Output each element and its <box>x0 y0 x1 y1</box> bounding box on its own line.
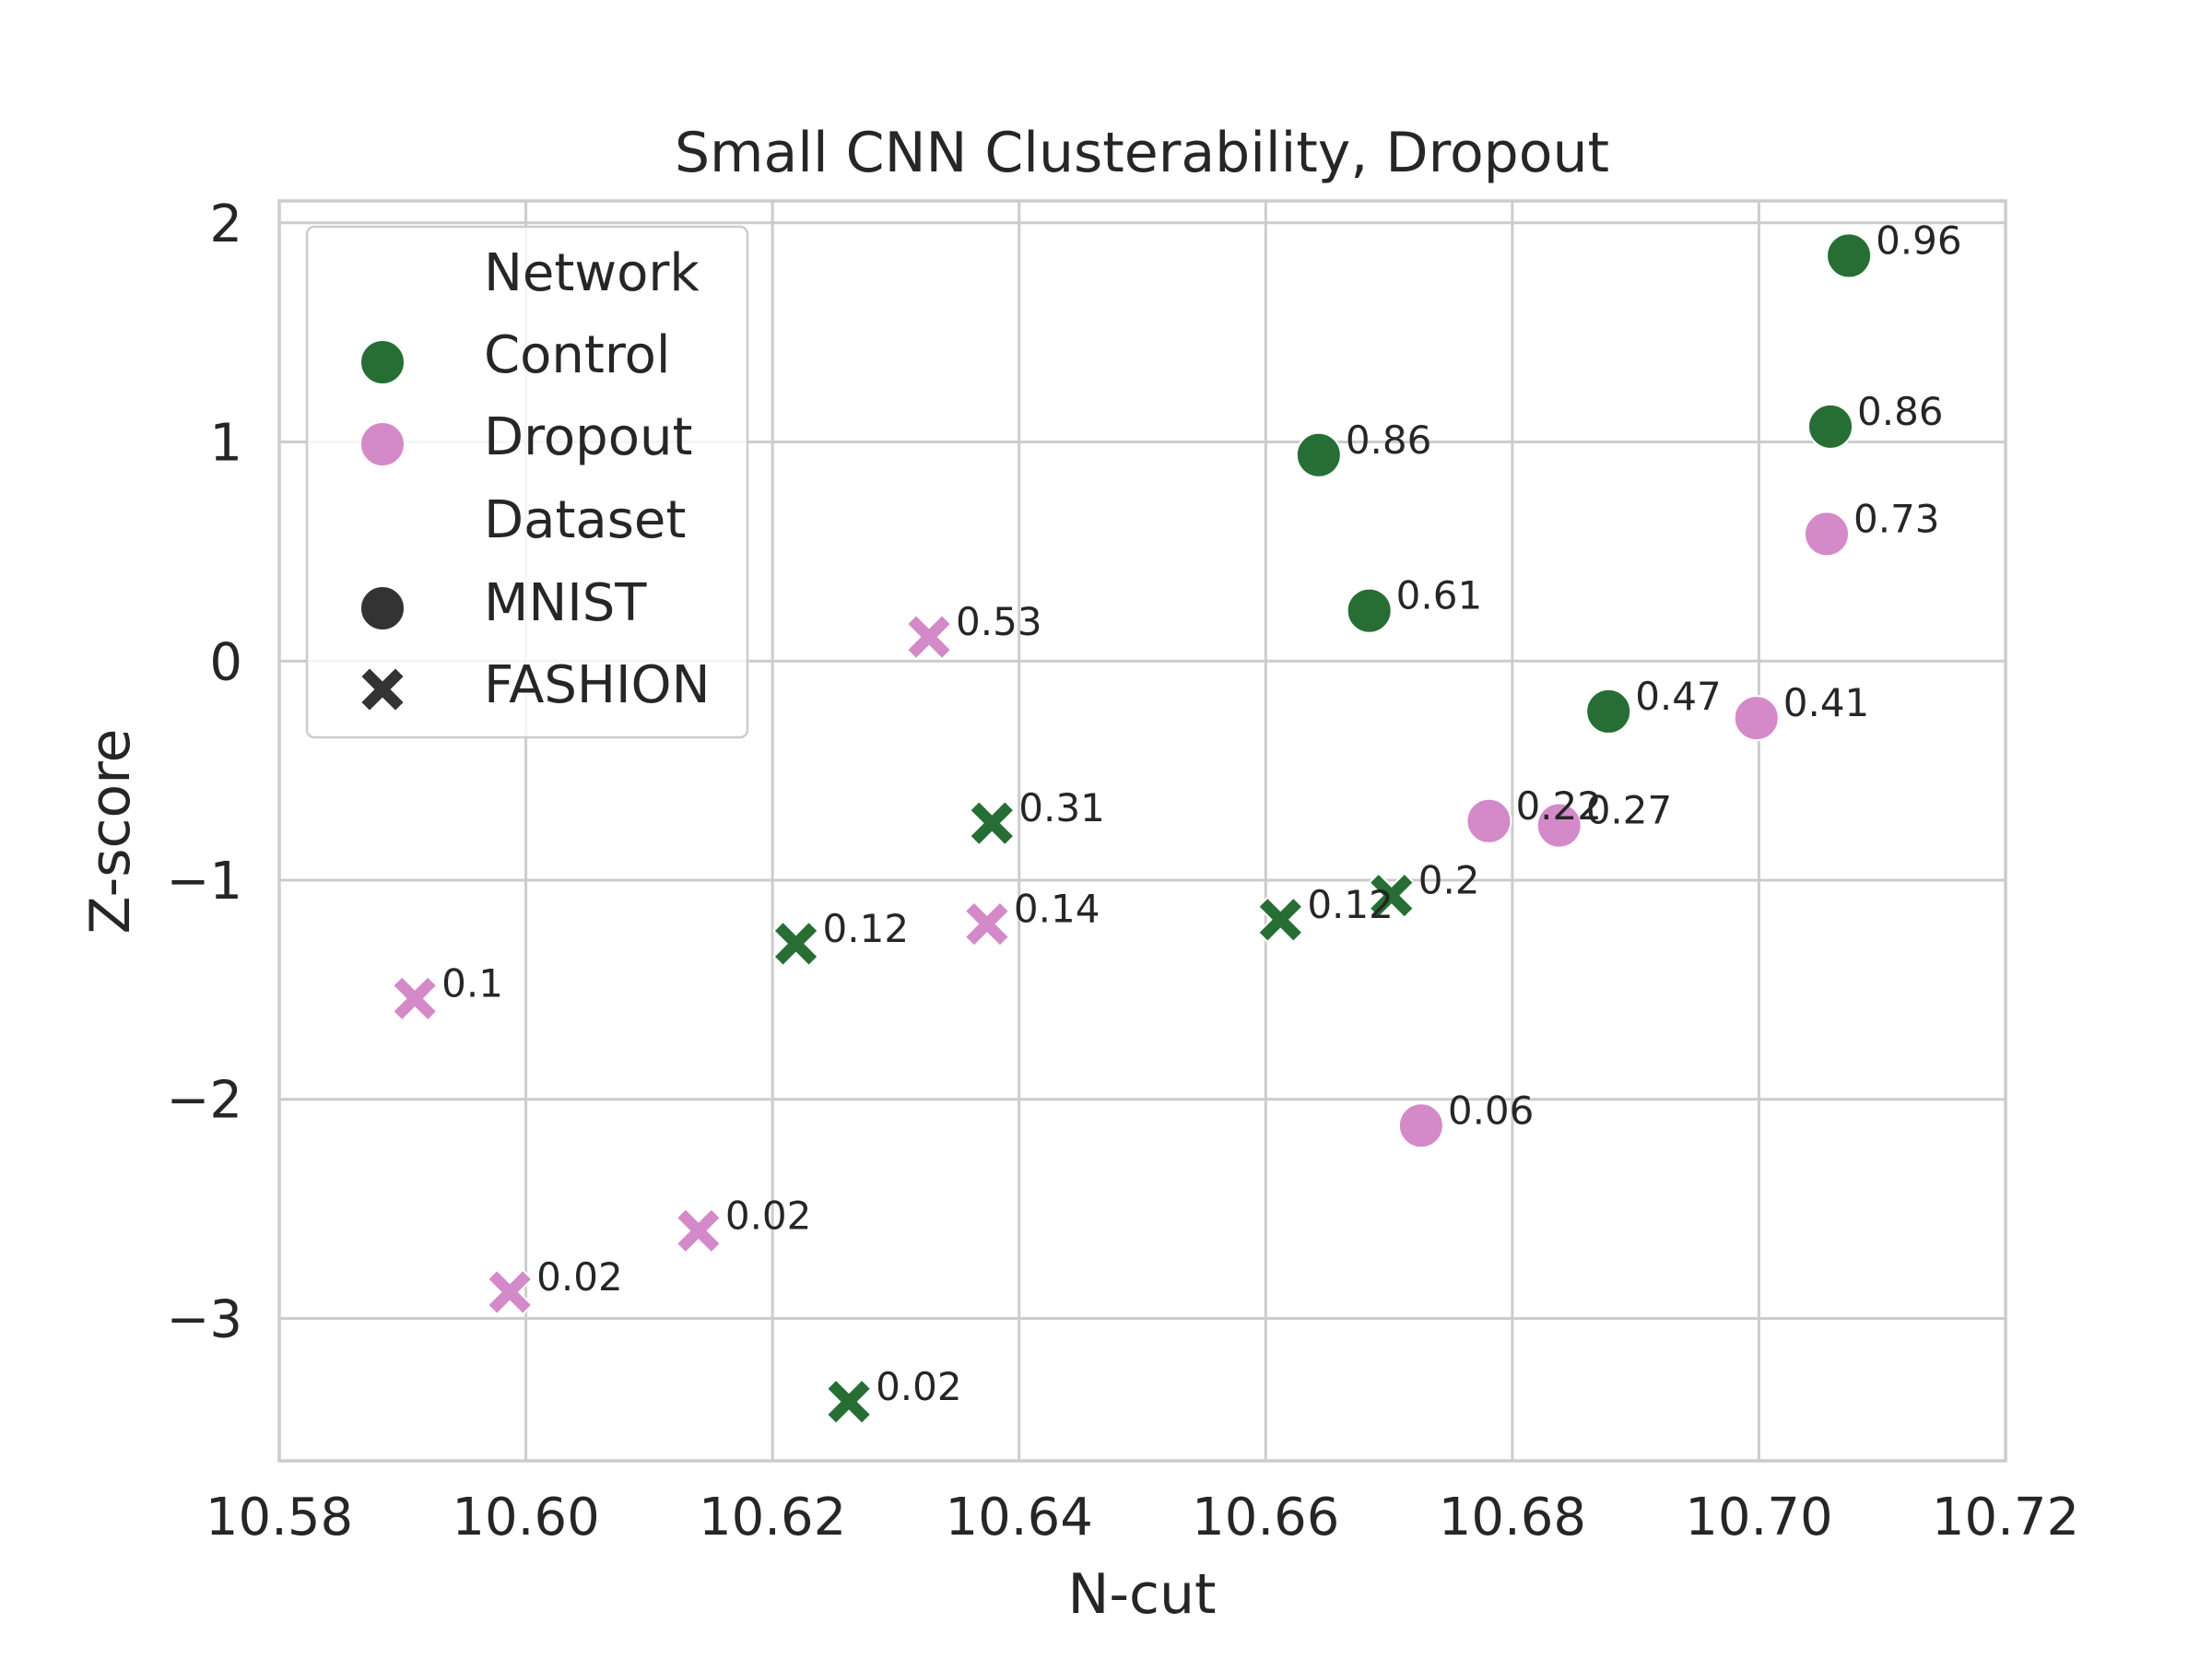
x-tick-label: 10.58 <box>206 1488 353 1547</box>
x-tick-label: 10.68 <box>1439 1488 1586 1547</box>
y-tick-label: 2 <box>209 194 242 254</box>
plot-frame <box>277 199 2007 1463</box>
data-label: 0.02 <box>876 1364 962 1409</box>
data-point-dropout-fashion <box>905 613 953 661</box>
legend-marker-control <box>359 339 406 385</box>
data-point-control-mnist <box>1826 232 1873 279</box>
x-tick-label: 10.64 <box>946 1488 1093 1547</box>
y-tick-label: −3 <box>166 1289 242 1349</box>
data-label: 0.02 <box>725 1193 812 1238</box>
data-label: 0.96 <box>1876 218 1962 263</box>
data-point-dropout-mnist <box>1804 511 1851 558</box>
data-label: 0.02 <box>536 1254 623 1300</box>
data-label: 0.12 <box>823 906 910 951</box>
legend-marker-dropout <box>359 421 406 467</box>
data-point-dropout-mnist <box>1535 802 1583 849</box>
data-label: 0.22 <box>1515 783 1602 829</box>
data-labels: 0.96 0.86 0.86 0.61 0.47 0.73 0.41 0.220.27 0.06… <box>441 218 1961 1408</box>
data-point-control-fashion <box>772 920 819 968</box>
data-point-control-fashion <box>1368 872 1416 920</box>
y-tick-label: 0 <box>209 632 242 692</box>
data-point-dropout-fashion <box>486 1268 534 1316</box>
data-point-control-fashion <box>968 799 1016 847</box>
data-label: 0.47 <box>1635 674 1722 719</box>
legend-label-dropout: Dropout <box>484 407 692 467</box>
data-label: 0.31 <box>1018 785 1105 830</box>
data-label: 0.2 <box>1418 858 1480 903</box>
y-tick-label: −1 <box>166 852 242 912</box>
data-points <box>391 232 1873 1426</box>
chart-title: Small CNN Clusterability, Dropout <box>675 121 1609 185</box>
legend-box <box>305 225 749 739</box>
x-tick-label: 10.66 <box>1192 1488 1339 1547</box>
data-point-control-fashion <box>825 1378 873 1426</box>
data-label: 0.61 <box>1396 573 1483 618</box>
tick-labels: 10.58 10.60 10.62 10.64 10.66 10.68 10.70 10.72… <box>166 194 2079 1547</box>
data-point-control-mnist <box>1585 688 1632 735</box>
data-point-dropout-mnist <box>1465 797 1512 844</box>
y-tick-label: 1 <box>209 414 242 474</box>
data-point-dropout-mnist <box>1397 1102 1444 1149</box>
data-label: 0.86 <box>1346 418 1432 463</box>
data-label: 0.27 <box>1586 788 1673 833</box>
legend-title-dataset: Dataset <box>484 490 686 550</box>
data-point-control-fashion <box>1256 896 1304 944</box>
x-tick-label: 10.62 <box>699 1488 846 1547</box>
x-axis-label: N-cut <box>1067 1562 1216 1627</box>
data-label: 0.14 <box>1014 887 1100 932</box>
data-point-control-mnist <box>1346 587 1393 634</box>
legend: Network Control Dropout Dataset MNIST FA… <box>305 225 749 739</box>
data-label: 0.86 <box>1857 389 1944 434</box>
x-tick-label: 10.72 <box>1932 1488 2079 1547</box>
legend-marker-fashion <box>359 665 406 713</box>
data-point-dropout-fashion <box>675 1206 723 1254</box>
legend-label-mnist: MNIST <box>484 573 647 633</box>
data-label: 0.12 <box>1307 882 1394 927</box>
data-label: 0.73 <box>1853 496 1940 541</box>
x-tick-label: 10.60 <box>452 1488 599 1547</box>
data-point-dropout-fashion <box>391 974 439 1022</box>
data-point-control-mnist <box>1807 403 1854 450</box>
legend-label-fashion: FASHION <box>484 655 711 715</box>
data-point-dropout-fashion <box>963 900 1011 947</box>
data-point-control-mnist <box>1295 431 1342 478</box>
y-axis-label: Z-score <box>78 729 143 935</box>
data-label: 0.06 <box>1448 1088 1535 1133</box>
y-tick-label: −2 <box>166 1071 242 1131</box>
x-tick-label: 10.70 <box>1685 1488 1832 1547</box>
data-label: 0.1 <box>441 960 503 1006</box>
legend-label-control: Control <box>484 325 670 385</box>
data-point-dropout-mnist <box>1733 695 1780 742</box>
legend-title-network: Network <box>484 243 700 303</box>
data-label: 0.41 <box>1783 680 1870 725</box>
data-label: 0.53 <box>956 599 1042 644</box>
legend-marker-mnist <box>359 585 406 631</box>
